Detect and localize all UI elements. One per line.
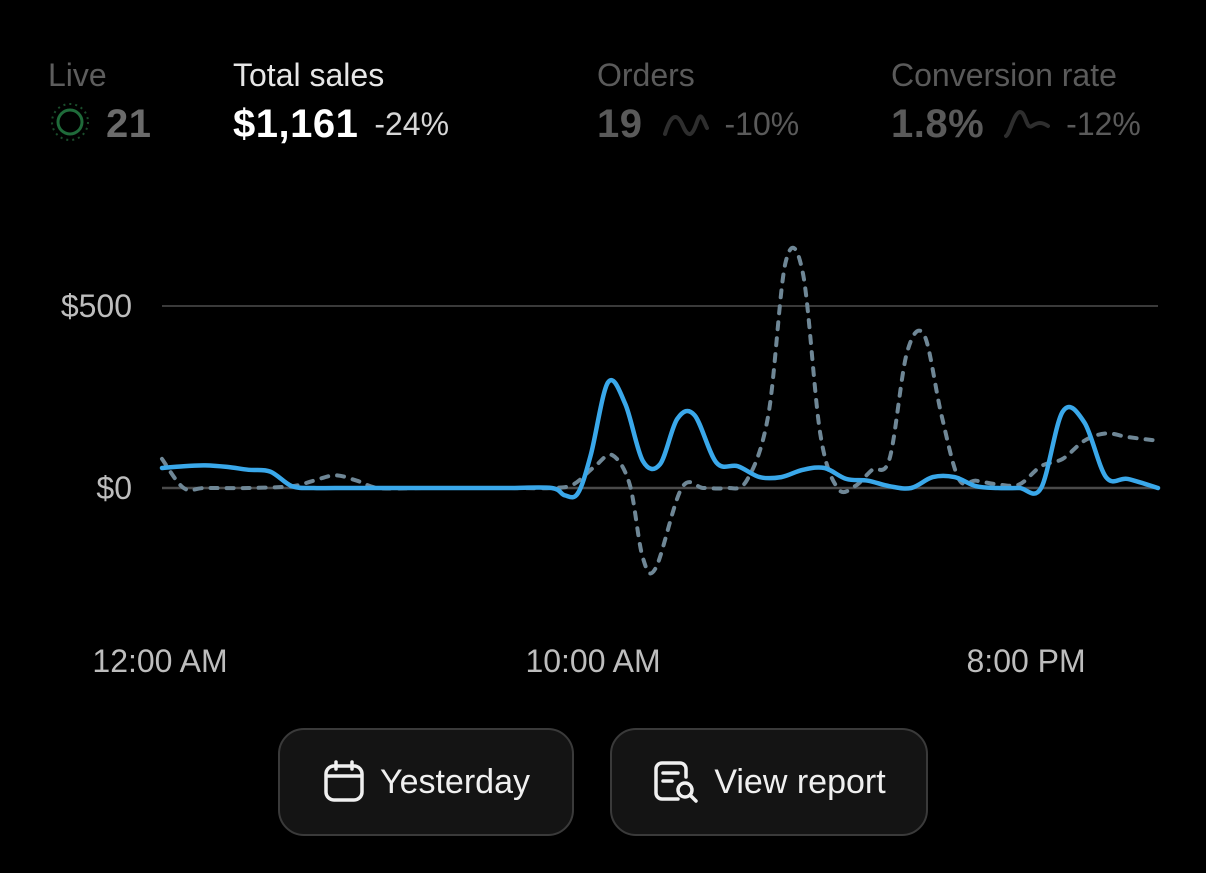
metric-conversion-rate[interactable]: Conversion rate 1.8% -12% xyxy=(891,56,1141,150)
metric-conversion-rate-value: 1.8% xyxy=(891,101,985,146)
metric-orders-value: 19 xyxy=(597,101,643,146)
view-report-button-label: View report xyxy=(714,762,886,801)
conversion-sparkline-icon xyxy=(1004,104,1051,145)
x-tick-label: 8:00 PM xyxy=(967,643,1086,679)
metric-conversion-rate-label: Conversion rate xyxy=(891,57,1117,93)
series-line-current xyxy=(159,378,1161,500)
metric-total-sales-value: $1,161 xyxy=(233,101,359,146)
metric-orders[interactable]: Orders 19 -10% xyxy=(597,56,799,150)
y-tick-label: $500 xyxy=(61,288,132,324)
series-line-comparison xyxy=(160,245,1160,576)
report-search-icon xyxy=(652,759,700,805)
x-tick-label: 12:00 AM xyxy=(92,643,227,679)
orders-sparkline-icon xyxy=(662,104,709,145)
yesterday-button-label: Yesterday xyxy=(380,762,530,801)
chart-series xyxy=(159,245,1161,576)
metric-orders-change: -10% xyxy=(724,105,800,142)
x-axis-ticks: 12:00 AM 10:00 AM 8:00 PM xyxy=(92,643,1085,679)
live-indicator-icon xyxy=(48,100,92,149)
metric-total-sales-change: -24% xyxy=(374,105,450,142)
metric-live-label: Live xyxy=(48,57,107,93)
metrics-overflow-mask xyxy=(1162,40,1206,170)
calendar-icon xyxy=(322,760,366,804)
x-tick-label: 10:00 AM xyxy=(525,643,660,679)
metric-orders-label: Orders xyxy=(597,57,695,93)
metric-live-value: 21 xyxy=(106,101,152,146)
y-tick-label: $0 xyxy=(96,470,132,506)
yesterday-button[interactable]: Yesterday xyxy=(278,728,574,836)
metric-conversion-rate-change: -12% xyxy=(1066,105,1141,142)
metric-total-sales-label: Total sales xyxy=(233,57,385,93)
metric-live[interactable]: Live 21 xyxy=(48,56,152,150)
view-report-button[interactable]: View report xyxy=(610,728,928,836)
metric-total-sales[interactable]: Total sales $1,161 -24% xyxy=(233,56,449,150)
y-axis-ticks: $0 $500 xyxy=(61,288,132,506)
